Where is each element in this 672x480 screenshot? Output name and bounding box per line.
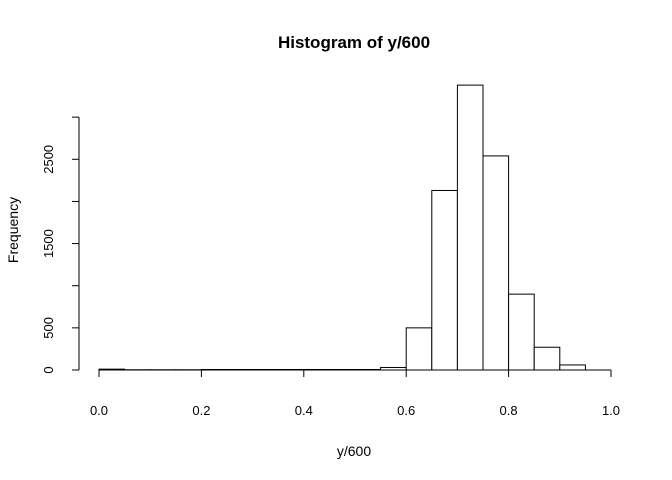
- histogram-bar-17: [533, 346, 561, 371]
- histogram-bar-16: [508, 293, 535, 371]
- histogram-bar-18: [559, 364, 586, 371]
- x-tick-label-0: 0.0: [90, 403, 108, 418]
- bars-group: [98, 84, 586, 371]
- x-tick-label-4: 0.8: [500, 403, 518, 418]
- chart-title: Histogram of y/600: [278, 33, 430, 52]
- y-tick-label-3: 2500: [41, 145, 56, 174]
- x-axis: 0.0 0.2 0.4 0.6 0.8 1.0: [90, 369, 620, 418]
- y-tick-label-0: 0: [41, 366, 56, 373]
- x-tick-label-2: 0.4: [295, 403, 313, 418]
- y-axis: 0 500 1500 2500: [41, 116, 80, 374]
- x-tick-label-3: 0.6: [397, 403, 415, 418]
- y-axis-label: Frequency: [5, 197, 21, 263]
- y-tick-label-2: 1500: [41, 229, 56, 258]
- histogram-bar-14: [456, 84, 484, 371]
- y-tick-label-1: 500: [41, 317, 56, 339]
- histogram-bar-12: [405, 327, 433, 371]
- x-axis-label: y/600: [337, 443, 371, 459]
- histogram-bar-13: [431, 189, 458, 371]
- x-tick-label-1: 0.2: [192, 403, 210, 418]
- histogram-bar-15: [482, 155, 510, 371]
- x-tick-label-5: 1.0: [602, 403, 620, 418]
